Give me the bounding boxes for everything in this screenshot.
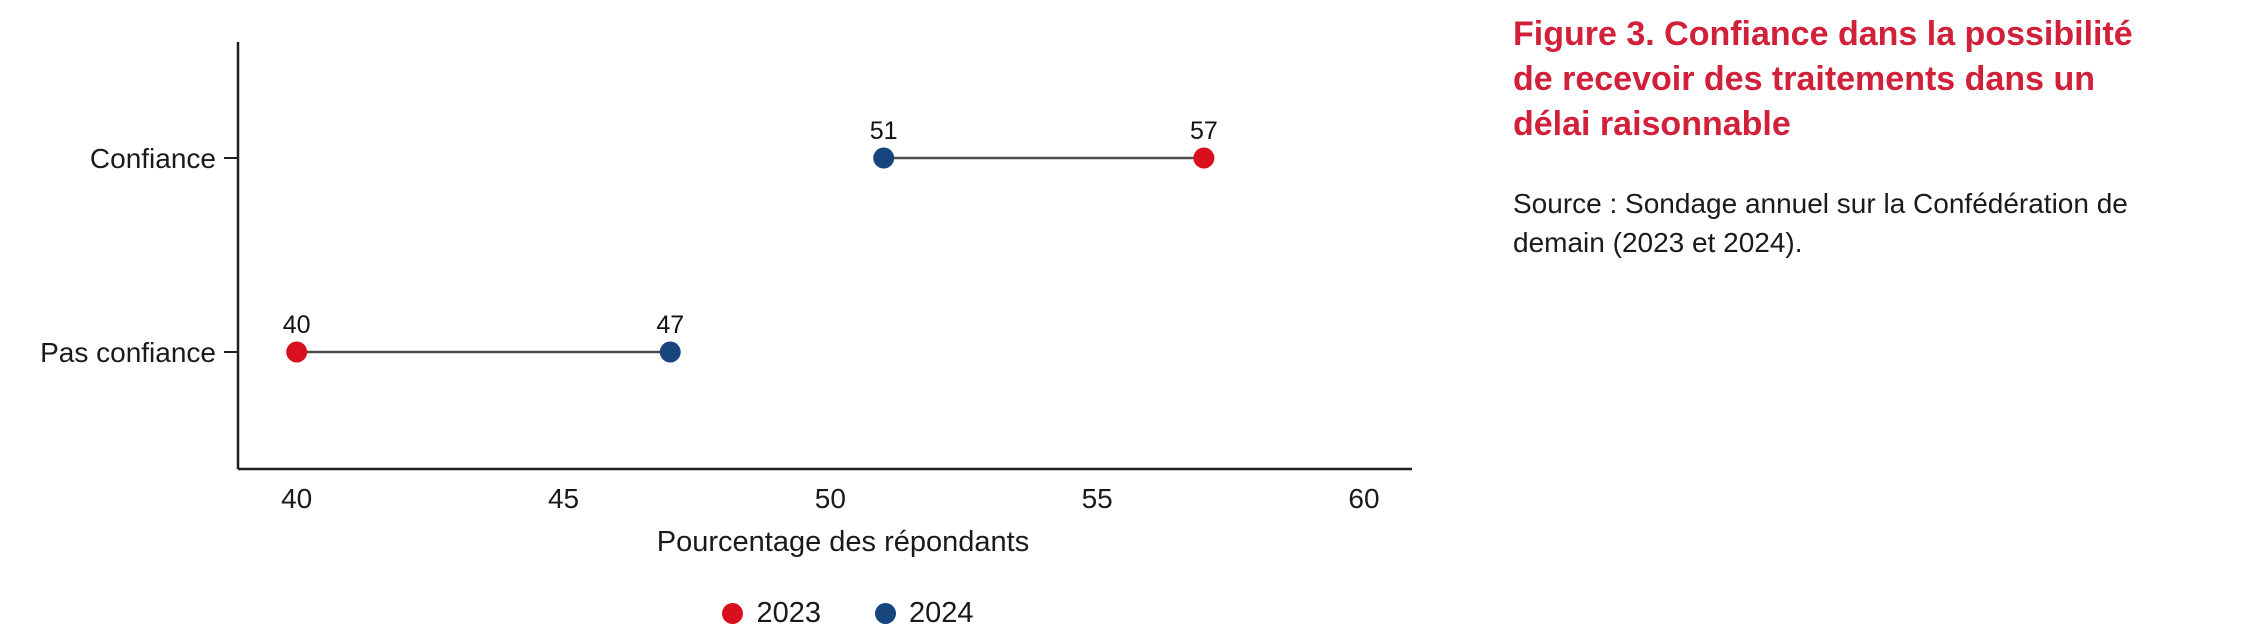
category-label: Confiance (90, 143, 216, 174)
legend-label-2024: 2024 (909, 597, 974, 629)
figure-title-line-1: Figure 3. Confiance dans la possibilité (1513, 15, 2133, 53)
figure-source-line-1: Source : Sondage annuel sur la Confédéra… (1513, 188, 2128, 219)
x-tick-label: 55 (1082, 483, 1113, 514)
value-label: 57 (1190, 117, 1218, 145)
dot-2024 (659, 341, 681, 363)
category-label: Pas confiance (40, 337, 216, 368)
dumbbell-chart-svg: 40 45 50 55 60 Pourcentage des répondants Conf… (40, 42, 1412, 558)
x-tick-label: 50 (815, 483, 846, 514)
dot-2023 (1193, 147, 1215, 169)
value-label: 47 (656, 311, 684, 339)
legend-item-2023: 2023 (722, 597, 821, 630)
legend-item-2024: 2024 (875, 597, 974, 630)
figure-title-line-3: délai raisonnable (1513, 105, 1791, 143)
value-label: 51 (870, 117, 898, 145)
x-tick-label: 40 (281, 483, 312, 514)
figure-title: Figure 3. Confiance dans la possibilité … (1513, 12, 2233, 147)
dot-2023 (286, 341, 308, 363)
figure-title-line-2: de recevoir des traitements dans un (1513, 60, 2095, 98)
x-axis-title: Pourcentage des répondants (657, 526, 1029, 558)
dot-2024 (873, 147, 895, 169)
figure-text-panel: Figure 3. Confiance dans la possibilité … (1513, 0, 2233, 262)
figure-source: Source : Sondage annuel sur la Confédéra… (1513, 184, 2233, 262)
value-label: 40 (283, 311, 311, 339)
figure-source-line-2: demain (2023 et 2024). (1513, 227, 1803, 258)
legend-dot-2023-icon (722, 603, 744, 624)
x-tick-label: 45 (548, 483, 579, 514)
chart-legend: 2023 2024 (118, 597, 1578, 630)
legend-dot-2024-icon (875, 603, 896, 624)
legend-label-2023: 2023 (756, 597, 821, 629)
x-tick-label: 60 (1348, 483, 1379, 514)
